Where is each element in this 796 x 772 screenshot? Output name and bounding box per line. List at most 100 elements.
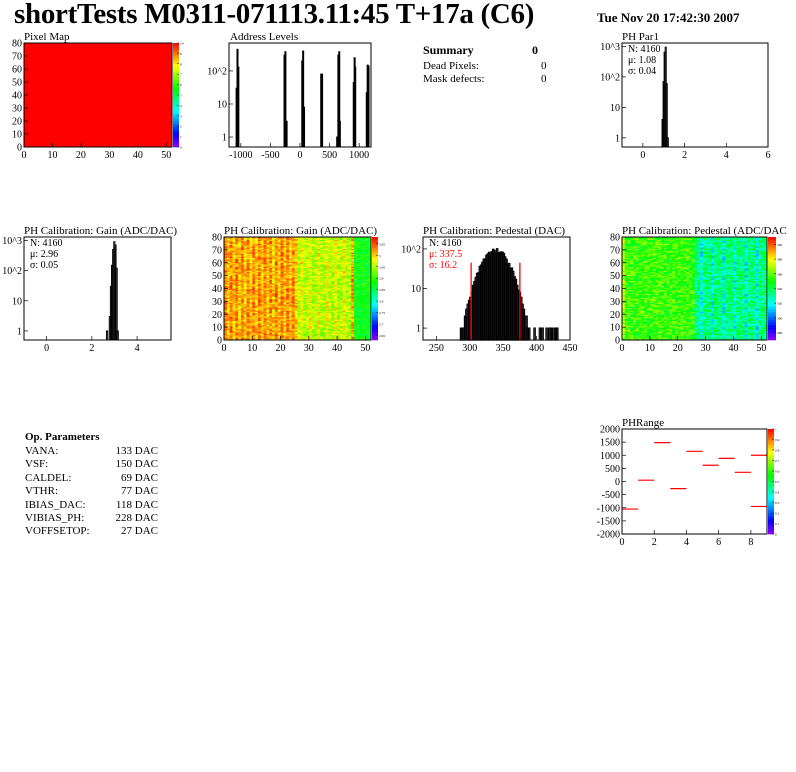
- heatmap-cell: [240, 307, 245, 310]
- heatmap-cell: [235, 276, 239, 279]
- heatmap-cell: [280, 320, 284, 323]
- heatmap-cell: [348, 300, 352, 302]
- heatmap-cell: [283, 319, 287, 321]
- heatmap-cell: [339, 239, 344, 242]
- heatmap-cell: [633, 337, 637, 340]
- heatmap-cell: [311, 240, 315, 243]
- heatmap-cell: [235, 291, 239, 293]
- heatmap-cell: [317, 271, 321, 274]
- heatmap-cell: [277, 240, 281, 243]
- heatmap-cell: [238, 333, 242, 336]
- heatmap-cell: [277, 287, 281, 289]
- heatmap-cell: [320, 256, 324, 258]
- heatmap-cell: [362, 260, 366, 262]
- palette-swatch: [372, 252, 378, 256]
- fit-fill: [497, 253, 500, 340]
- heatmap-cell: [320, 283, 324, 285]
- heatmap-cell: [277, 242, 281, 244]
- heatmap-cell: [257, 242, 262, 244]
- y-tick-label: 1: [17, 326, 22, 337]
- heatmap-cell: [260, 319, 264, 321]
- heatmap-cell: [303, 302, 307, 305]
- heatmap-cell: [348, 274, 352, 276]
- heatmap-cell: [345, 252, 349, 255]
- heatmap-cell: [311, 260, 315, 262]
- heatmap-cell: [238, 314, 242, 316]
- heatmap-cell: [257, 266, 262, 269]
- heatmap-cell: [300, 283, 304, 285]
- heatmap-cell: [345, 323, 349, 325]
- heatmap-cell: [229, 283, 233, 285]
- heatmap-cell: [246, 333, 250, 336]
- heatmap-cell: [354, 294, 358, 297]
- heatmap-cell: [331, 311, 335, 314]
- heatmap-cell: [325, 266, 329, 269]
- heatmap-cell: [291, 292, 295, 294]
- heatmap-cell: [229, 296, 233, 298]
- heatmap-cell: [283, 243, 287, 246]
- heatmap-cell: [627, 294, 631, 297]
- heatmap-cell: [624, 311, 628, 314]
- heatmap-cell: [633, 328, 637, 330]
- heatmap-cell: [317, 260, 321, 262]
- heatmap-cell: [633, 251, 637, 253]
- heatmap-cell: [266, 249, 270, 252]
- heatmap-cell: [320, 292, 324, 294]
- heatmap-cell: [243, 318, 247, 320]
- heatmap-cell: [317, 292, 321, 294]
- heatmap-cell: [291, 297, 295, 300]
- heatmap-cell: [266, 242, 270, 244]
- heatmap-cell: [289, 249, 293, 252]
- heatmap-cell: [286, 274, 290, 276]
- heatmap-cell: [286, 337, 290, 340]
- heatmap-cell: [331, 244, 335, 247]
- heatmap-cell: [337, 336, 341, 338]
- heatmap-cell: [255, 318, 259, 320]
- heatmap-cell: [351, 314, 355, 316]
- heatmap-cell: [249, 278, 253, 280]
- heatmap-cell: [362, 302, 366, 305]
- heatmap-cell: [300, 323, 304, 325]
- heatmap-cell: [359, 337, 363, 340]
- heatmap-cell: [622, 265, 626, 267]
- heatmap-cell: [630, 294, 634, 297]
- heatmap-cell: [331, 334, 335, 337]
- heatmap-cell: [365, 261, 369, 264]
- heatmap-cell: [339, 297, 344, 300]
- heatmap-cell: [249, 247, 253, 249]
- heatmap-cell: [226, 320, 230, 323]
- heatmap-cell: [339, 262, 344, 265]
- heatmap-cell: [305, 251, 310, 253]
- heatmap-cell: [277, 316, 281, 319]
- heatmap-cell: [308, 239, 312, 242]
- heatmap-cell: [351, 275, 355, 278]
- heatmap-cell: [249, 246, 253, 248]
- heatmap-cell: [337, 310, 341, 312]
- heatmap-cell: [308, 298, 312, 301]
- heatmap-cell: [243, 333, 247, 336]
- heatmap-cell: [365, 271, 369, 274]
- heatmap-cell: [224, 287, 228, 289]
- heatmap-cell: [334, 238, 338, 240]
- heatmap-cell: [286, 325, 290, 328]
- heatmap-cell: [354, 253, 358, 256]
- heatmap-cell: [325, 327, 329, 329]
- heatmap-cell: [252, 319, 256, 321]
- heatmap-cell: [294, 324, 298, 327]
- heatmap-cell: [345, 279, 349, 282]
- heatmap-cell: [246, 289, 250, 292]
- heatmap-cell: [337, 309, 341, 311]
- heatmap-cell: [345, 242, 349, 244]
- heatmap-cell: [283, 324, 287, 327]
- heatmap-cell: [246, 270, 250, 273]
- palette-swatch: [372, 327, 378, 330]
- heatmap-cell: [246, 288, 250, 291]
- heatmap-cell: [294, 305, 298, 307]
- heatmap-cell: [277, 276, 281, 279]
- heatmap-cell: [246, 264, 250, 266]
- heatmap-cell: [294, 237, 298, 239]
- heatmap-cell: [300, 328, 304, 330]
- heatmap-cell: [272, 278, 276, 280]
- heatmap-cell: [255, 307, 259, 310]
- heatmap-cell: [354, 316, 358, 319]
